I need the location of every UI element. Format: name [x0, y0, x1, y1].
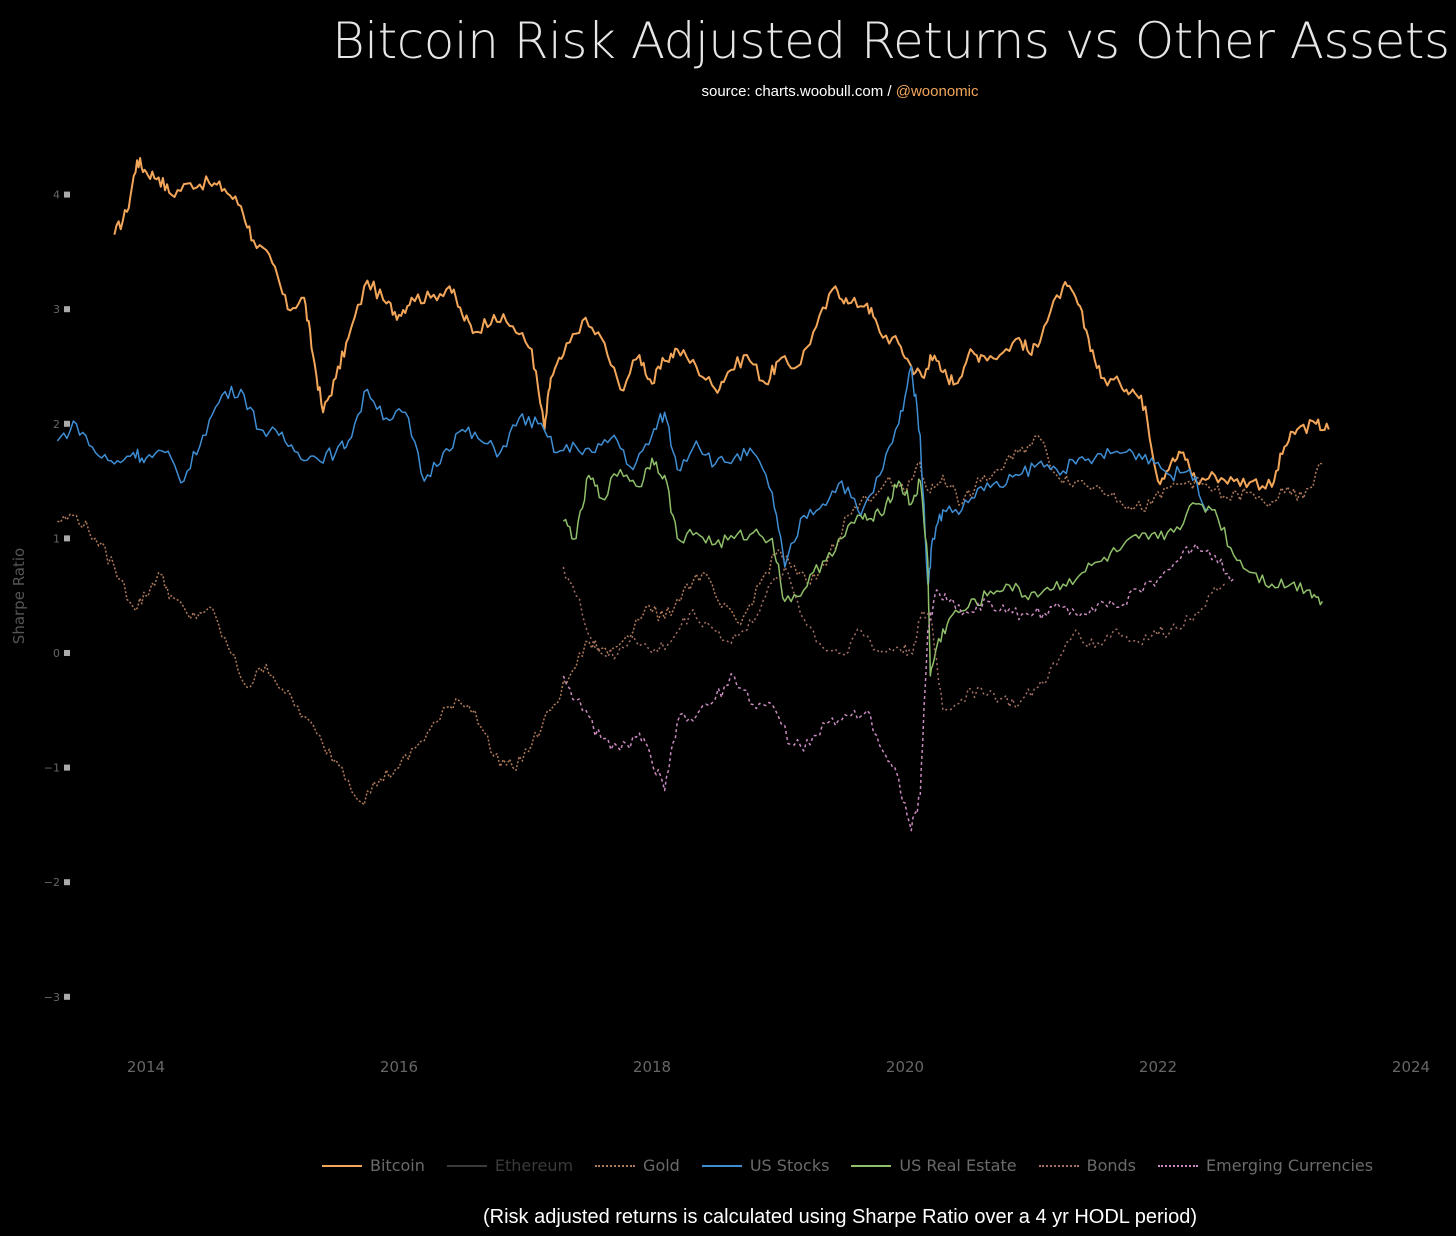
legend-label: US Real Estate: [899, 1156, 1017, 1175]
y-tick-label: −2: [44, 876, 60, 889]
chart-subtitle: source: charts.woobull.com / @woonomic: [0, 83, 1456, 100]
legend-item-bonds[interactable]: Bonds: [1038, 1156, 1136, 1175]
y-tick-label: −1: [44, 762, 60, 775]
y-tick-mark: [64, 993, 70, 1000]
legend-item-bitcoin[interactable]: Bitcoin: [322, 1156, 425, 1175]
y-tick-label: 4: [53, 189, 60, 202]
y-tick-label: 2: [53, 418, 60, 431]
series-line-bonds[interactable]: [562, 566, 1228, 712]
footnote: (Risk adjusted returns is calculated usi…: [482, 1206, 1198, 1228]
y-tick-label: −3: [44, 991, 60, 1004]
x-tick-label: 2022: [1139, 1058, 1177, 1076]
x-tick-label: 2024: [1392, 1058, 1430, 1076]
y-tick-mark: [64, 306, 70, 313]
legend: Bitcoin Ethereum Gold US Stocks US Real Esta…: [322, 1156, 1395, 1175]
legend-swatch: [595, 1164, 636, 1167]
y-tick-mark: [64, 650, 70, 656]
legend-swatch: [851, 1164, 892, 1167]
series-line-us-real-estate[interactable]: [562, 457, 1324, 677]
legend-label: Bonds: [1086, 1156, 1136, 1175]
legend-item-ethereum[interactable]: Ethereum: [446, 1156, 574, 1175]
legend-label: US Stocks: [749, 1156, 830, 1175]
x-tick-label: 2018: [633, 1058, 671, 1076]
y-tick-label: 3: [53, 303, 60, 316]
series-line-us-stocks[interactable]: [56, 365, 1209, 585]
y-tick-mark: [64, 191, 70, 198]
legend-item-us-real-estate[interactable]: US Real Estate: [851, 1156, 1017, 1175]
legend-label: Ethereum: [494, 1156, 574, 1175]
y-tick-mark: [64, 879, 70, 886]
legend-swatch: [322, 1164, 362, 1167]
legend-item-gold[interactable]: Gold: [595, 1156, 680, 1175]
legend-swatch: [1158, 1164, 1198, 1167]
x-tick-label: 2020: [886, 1058, 924, 1076]
legend-label: Bitcoin: [370, 1156, 425, 1175]
legend-item-emerging-currencies[interactable]: Emerging Currencies: [1158, 1156, 1373, 1175]
y-tick-mark: [64, 420, 70, 427]
chart-title: Bitcoin Risk Adjusted Returns vs Other A…: [332, 12, 1450, 70]
x-tick-label: 2014: [127, 1058, 165, 1076]
y-tick-mark: [64, 535, 70, 542]
y-axis-label: Sharpe Ratio: [10, 548, 28, 644]
series-layer: [56, 157, 1330, 832]
series-line-bitcoin[interactable]: [113, 157, 1330, 491]
series-line-gold[interactable]: [57, 434, 1323, 806]
legend-item-us-stocks[interactable]: US Stocks: [701, 1156, 830, 1175]
x-axis-ticks: 2014 2016 2018 2020 2022 2024: [127, 1058, 1430, 1076]
legend-swatch: [701, 1164, 742, 1167]
y-tick-label: 0: [53, 647, 60, 660]
subtitle-source: source: charts.woobull.com /: [701, 83, 896, 100]
legend-swatch: [1038, 1164, 1079, 1167]
legend-label: Gold: [643, 1156, 680, 1175]
x-tick-label: 2016: [380, 1058, 418, 1076]
y-tick-mark: [64, 764, 70, 771]
y-axis-ticks: −3 −2 −1 0 1 2 3 4: [44, 189, 70, 1004]
legend-label: Emerging Currencies: [1206, 1156, 1374, 1175]
subtitle-handle[interactable]: @woonomic: [895, 83, 979, 100]
series-line-emerging-currencies[interactable]: [562, 543, 1235, 832]
legend-swatch: [446, 1164, 487, 1167]
y-tick-label: 1: [53, 532, 60, 545]
